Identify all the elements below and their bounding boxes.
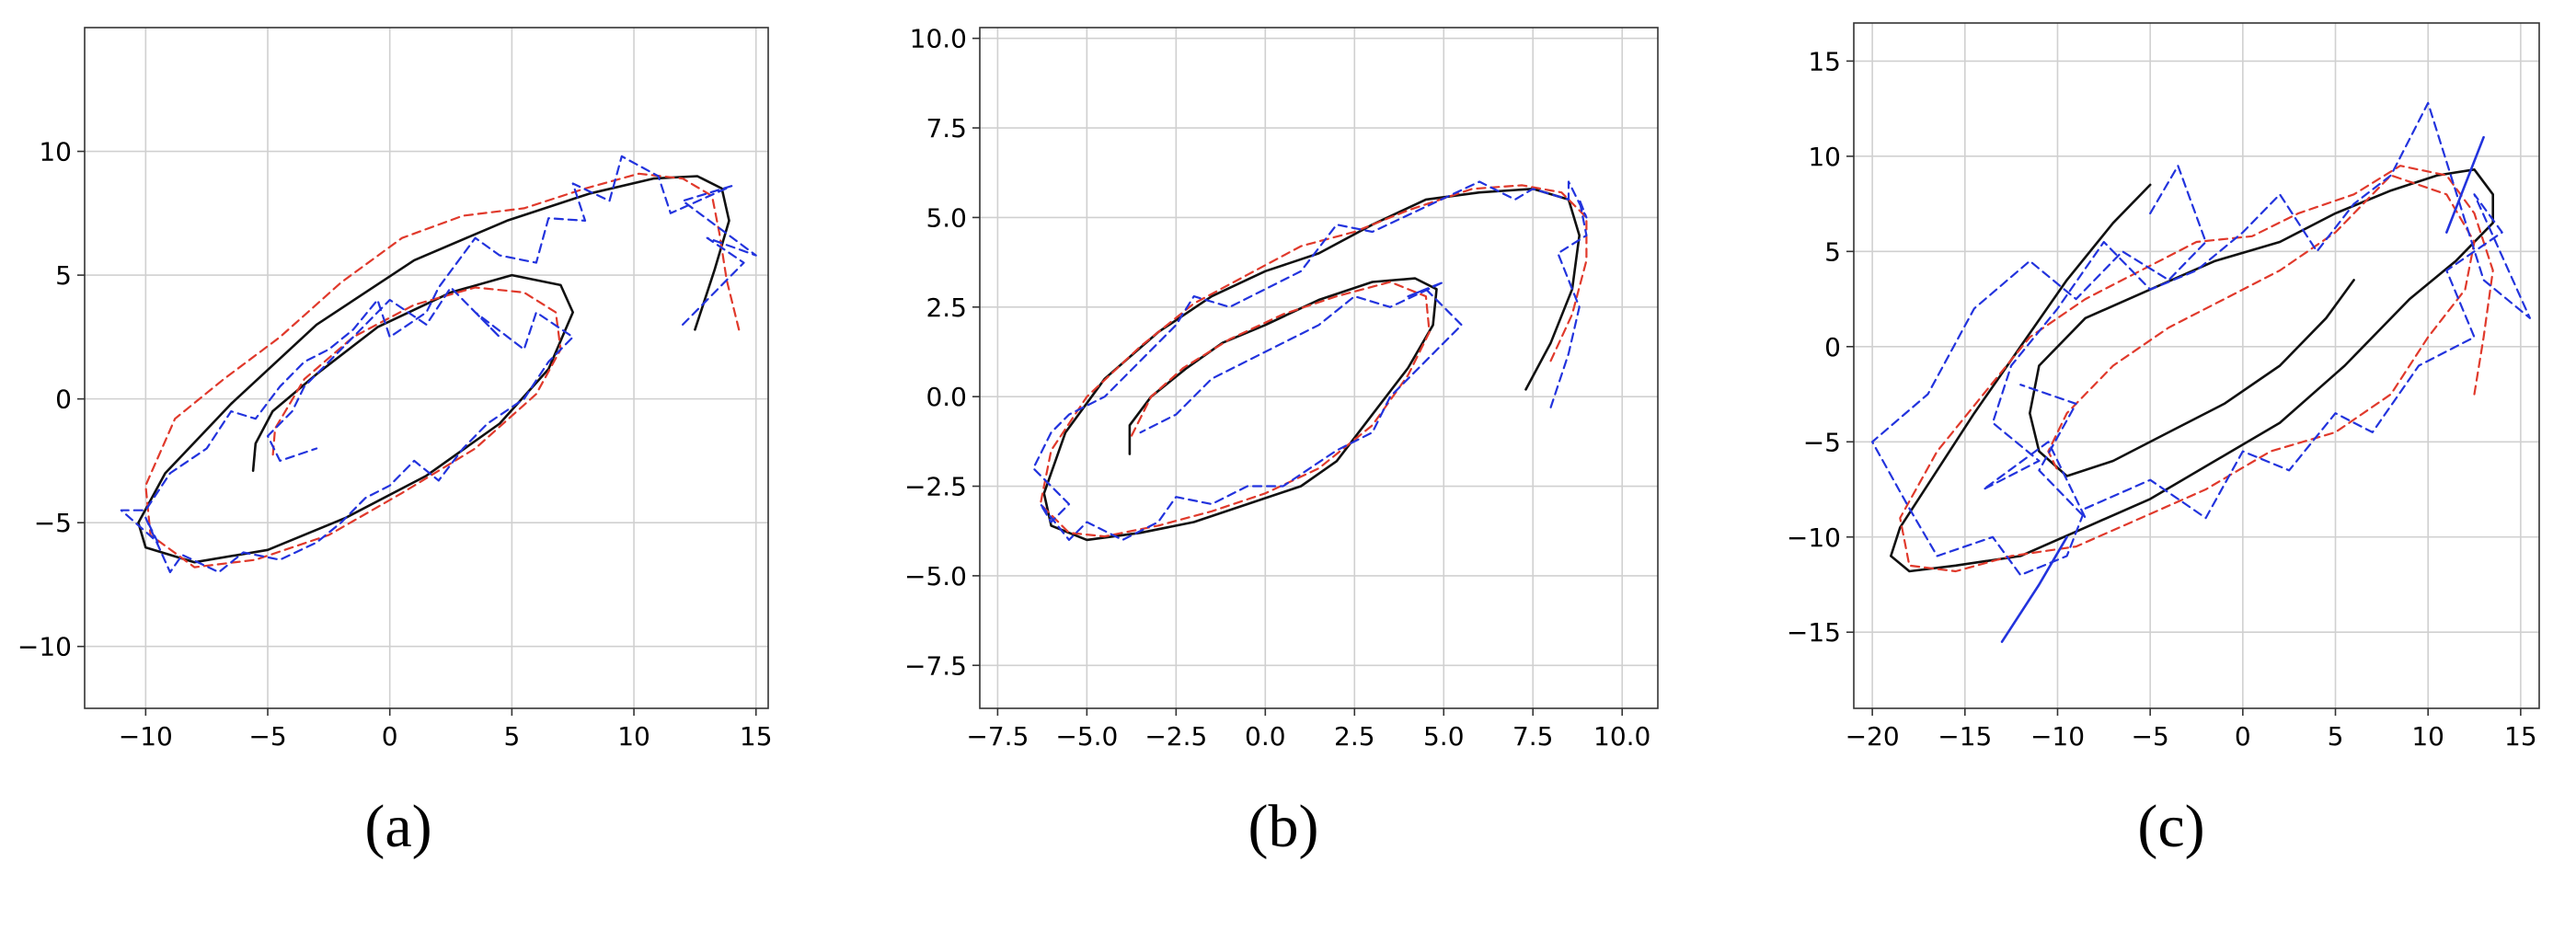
series-c-0 — [1890, 168, 2494, 573]
ytick-label-b-0: −7.5 — [904, 650, 967, 681]
xtick-label-c-5: 5 — [2328, 721, 2344, 752]
xtick-label-c-2: −10 — [2030, 721, 2085, 752]
xtick-label-c-6: 10 — [2411, 721, 2444, 752]
subplot-b: −7.5 −5.0 −2.5 0.0 2.5 5.0 7.5 10.0 −7.5 −5.0 −2.5… — [904, 24, 1659, 752]
axes-frame-b — [979, 27, 1659, 709]
ytick-label-b-1: −5.0 — [904, 561, 967, 592]
xtick-label-c-3: −5 — [2132, 721, 2169, 752]
ytick-label-c-5: 10 — [1808, 142, 1841, 172]
ytick-label-b-2: −2.5 — [904, 472, 967, 502]
xtick-label-c-7: 15 — [2504, 721, 2537, 752]
xtick-label-b-4: 2.5 — [1334, 721, 1375, 752]
series-c-4 — [2445, 135, 2485, 234]
ytick-label-b-7: 10.0 — [910, 24, 967, 54]
ytick-label-c-0: −15 — [1787, 617, 1841, 648]
ytick-label-a-2: 0 — [55, 385, 72, 415]
ytick-label-c-1: −10 — [1787, 523, 1841, 553]
ytick-label-a-4: 10 — [39, 137, 72, 167]
ytick-label-b-6: 7.5 — [926, 113, 967, 144]
xtick-label-b-2: −2.5 — [1144, 721, 1207, 752]
caption-b: (b) — [1248, 793, 1319, 860]
xtick-label-a-5: 15 — [740, 721, 773, 752]
xtick-label-b-7: 10.0 — [1593, 721, 1650, 752]
series-b-0 — [1042, 188, 1581, 542]
ytick-label-c-2: −5 — [1803, 427, 1841, 457]
ytick-label-a-3: 5 — [55, 260, 72, 291]
series-a-1 — [144, 172, 741, 569]
xtick-label-c-1: −15 — [1938, 721, 1992, 752]
ytick-label-c-3: 0 — [1824, 332, 1841, 362]
series-a-0 — [137, 175, 730, 564]
xtick-label-c-0: −20 — [1846, 721, 1900, 752]
axes-frame-c — [1853, 22, 2540, 709]
ytick-label-b-4: 2.5 — [926, 293, 967, 323]
ytick-label-c-6: 15 — [1808, 46, 1841, 76]
series-b-2 — [1032, 180, 1588, 542]
caption-a: (a) — [364, 793, 431, 860]
subplot-c: −20 −15 −10 −5 0 5 10 15 −15 −10 −5 0 5 10 15 — [1787, 22, 2540, 752]
xtick-label-a-1: −5 — [248, 721, 286, 752]
xtick-label-a-4: 10 — [617, 721, 650, 752]
subplot-a: −10 −5 0 5 10 15 −10 −5 0 5 10 — [17, 27, 773, 752]
xtick-label-a-0: −10 — [119, 721, 173, 752]
caption-c: (c) — [2137, 793, 2204, 860]
ytick-label-b-5: 5.0 — [926, 202, 967, 233]
xtick-label-b-6: 7.5 — [1512, 721, 1554, 752]
xtick-label-a-3: 5 — [503, 721, 520, 752]
axes-frame-a — [84, 27, 769, 709]
series-c-1 — [1899, 165, 2494, 573]
series-a-2 — [120, 155, 757, 574]
xtick-label-b-3: 0.0 — [1245, 721, 1286, 752]
xtick-label-c-4: 0 — [2235, 721, 2251, 752]
ytick-label-c-4: 5 — [1824, 236, 1841, 267]
series-c-3 — [2000, 535, 2068, 643]
ytick-label-a-1: −5 — [34, 508, 72, 538]
xtick-label-b-1: −5.0 — [1055, 721, 1118, 752]
xtick-label-a-2: 0 — [382, 721, 398, 752]
ytick-label-a-0: −10 — [17, 632, 72, 662]
series-c-2 — [1870, 101, 2531, 577]
xtick-label-b-0: −7.5 — [966, 721, 1029, 752]
series-b-1 — [1039, 184, 1588, 538]
xtick-label-b-5: 5.0 — [1423, 721, 1465, 752]
ytick-label-b-3: 0.0 — [926, 382, 967, 412]
